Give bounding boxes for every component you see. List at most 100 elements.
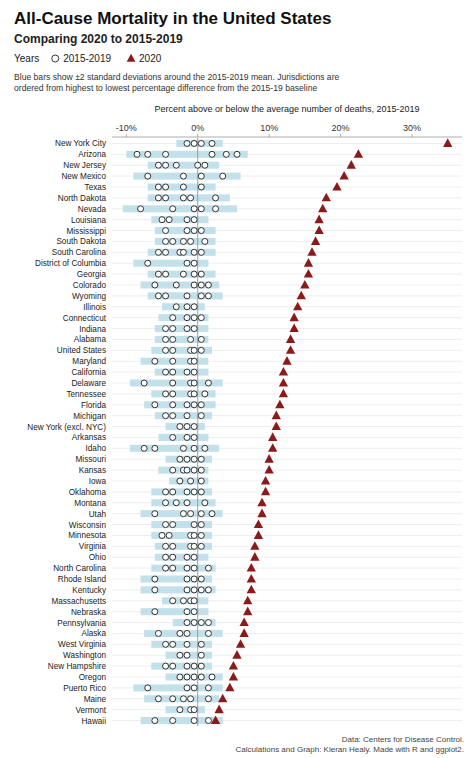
triangle-point [232,650,241,659]
range-bar [155,325,209,332]
circle-point [191,434,197,440]
y-tick-label: Illinois [83,303,106,312]
circle-point [152,609,158,615]
circle-point [191,532,197,538]
circle-point [170,718,176,724]
circle-point [180,271,186,277]
x-tick-label: 10% [260,123,278,133]
circle-point [166,217,172,223]
range-bar [166,652,212,659]
triangle-point [332,182,341,191]
circle-point [163,489,169,495]
circle-point [173,282,179,288]
circle-point [195,162,201,168]
circle-point [177,674,183,680]
triangle-point [289,323,298,332]
y-tick-label: Oregon [79,673,107,682]
circle-point [188,195,194,201]
footer: Data: Centers for Disease Control. [342,735,464,744]
triangle-point [314,225,323,234]
triangle-point [318,204,327,213]
triangle-point [243,596,252,605]
circle-point [145,173,151,179]
y-tick-label: Oklahoma [69,488,107,497]
y-tick-label: New York (excl. NYC) [27,423,106,432]
circle-point [198,249,204,255]
x-tick [126,134,127,137]
x-axis-line [112,137,462,138]
range-bar [169,477,208,484]
circle-point [184,413,190,419]
y-tick-label: Puerto Rico [63,684,106,693]
circle-point [198,532,204,538]
circle-point [184,663,190,669]
circle-point [191,326,197,332]
range-bar [155,543,212,550]
grid-line [112,655,462,656]
circle-point [198,641,204,647]
circle-point [191,358,197,364]
circle-point [198,511,204,517]
y-tick-label: Texas [85,183,106,192]
circle-point [170,598,176,604]
circle-point [191,565,197,571]
circle-point [180,238,186,244]
circle-point [191,489,197,495]
triangle-point [304,258,313,267]
y-tick-label: South Carolina [52,248,107,257]
circle-point [191,620,197,626]
range-bar [148,292,223,299]
y-tick-label: New Hampshire [48,662,107,671]
circle-point [170,543,176,549]
y-tick-label: Louisiana [71,216,106,225]
triangle-point [250,552,259,561]
zero-line [197,138,198,726]
circle-point [155,184,161,190]
y-tick-label: New York City [55,139,107,148]
circle-point [191,543,197,549]
range-bar [155,336,209,343]
circle-point [177,630,183,636]
circle-point [184,217,190,223]
circle-point [177,424,183,430]
range-bar [144,695,219,702]
range-bar [151,521,212,528]
range-bar [155,369,209,376]
circle-point [145,151,151,157]
triangle-point [322,193,331,202]
range-bar [148,249,216,256]
y-tick-labels: New York CityArizonaNew JerseyNew Mexico… [27,139,107,725]
circle-point [155,195,161,201]
circle-point [198,587,204,593]
range-bar [158,434,208,441]
legend: Years2015-20192020 [14,53,162,64]
triangle-point [286,345,295,354]
circle-point [202,500,208,506]
y-tick-label: Alaska [81,629,106,638]
y-tick-label: New Mexico [61,172,106,181]
y-tick-label: Mississippi [66,227,106,236]
circle-point [234,151,240,157]
circle-point [163,391,169,397]
x-tick [197,134,198,137]
y-tick-label: Ohio [89,553,107,562]
triangle-point [264,454,273,463]
chart: All-Cause Mortality in the United States… [0,0,474,758]
grid-line [112,459,462,460]
circle-point [152,402,158,408]
range-bar [141,717,223,724]
triangle-point [347,160,356,169]
circle-point [184,641,190,647]
circle-point [191,456,197,462]
circle-point [191,554,197,560]
triangle-point [279,378,288,387]
circle-point [191,674,197,680]
circle-point [152,587,158,593]
circle-point [152,576,158,582]
range-bar [151,499,215,506]
circle-point [191,587,197,593]
circle-point [191,260,197,266]
y-tick-label: Utah [89,510,107,519]
y-tick-label: Wyoming [72,292,106,301]
caption: Blue bars show ±2 standard deviations ar… [14,72,339,82]
